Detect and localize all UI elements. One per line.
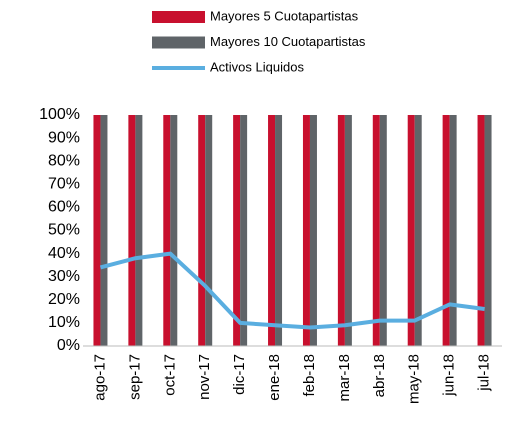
y-tick-label: 100% bbox=[39, 106, 80, 123]
bar bbox=[275, 115, 283, 346]
bar bbox=[268, 115, 276, 346]
x-tick-label: dic-17 bbox=[231, 354, 248, 395]
x-tick-label: jun-18 bbox=[441, 354, 458, 397]
bar bbox=[198, 115, 206, 346]
line bbox=[99, 251, 485, 330]
y-tick-label: 10% bbox=[48, 314, 80, 331]
x-tick-label: sep-17 bbox=[126, 354, 143, 400]
bar bbox=[205, 115, 213, 346]
x-tick-label: mar-18 bbox=[336, 354, 353, 402]
x-tick-label: ago-17 bbox=[91, 354, 108, 401]
bar bbox=[414, 115, 422, 346]
bar bbox=[233, 115, 241, 346]
bar bbox=[100, 115, 108, 346]
y-tick-label: 70% bbox=[48, 176, 80, 193]
bar bbox=[302, 115, 310, 346]
bar bbox=[344, 115, 352, 346]
bar bbox=[93, 115, 101, 346]
x-tick-label: oct-17 bbox=[161, 354, 178, 396]
bar bbox=[449, 115, 457, 346]
y-tick-label: 80% bbox=[48, 152, 80, 169]
bar bbox=[372, 115, 380, 346]
bar bbox=[135, 115, 143, 346]
x-tick-label: nov-17 bbox=[196, 354, 213, 400]
bar bbox=[309, 115, 317, 346]
bar bbox=[484, 115, 492, 346]
y-tick-label: 90% bbox=[48, 129, 80, 146]
legend-label: Mayores 10 Cuotapartistas bbox=[210, 34, 366, 49]
y-tick-label: 0% bbox=[57, 337, 80, 354]
bar bbox=[379, 115, 387, 346]
bar bbox=[477, 115, 485, 346]
legend-swatch bbox=[152, 11, 205, 23]
y-tick-label: 20% bbox=[48, 291, 80, 308]
y-tick-label: 40% bbox=[48, 245, 80, 262]
x-tick-label: may-18 bbox=[406, 354, 423, 404]
y-tick-label: 30% bbox=[48, 268, 80, 285]
legend-label: Activos Liquidos bbox=[210, 59, 304, 74]
legend-swatch bbox=[152, 36, 205, 49]
bar bbox=[240, 115, 248, 346]
x-tick-label: abr-18 bbox=[371, 354, 388, 397]
x-tick-label: jul-18 bbox=[476, 354, 493, 392]
bar bbox=[337, 115, 345, 346]
bar bbox=[407, 115, 415, 346]
y-tick-label: 60% bbox=[48, 199, 80, 216]
bar bbox=[163, 115, 171, 346]
x-tick-label: feb-18 bbox=[301, 354, 318, 397]
legend-label: Mayores 5 Cuotapartistas bbox=[210, 8, 359, 23]
bar bbox=[170, 115, 178, 346]
bar bbox=[128, 115, 136, 346]
bar bbox=[442, 115, 450, 346]
y-tick-label: 50% bbox=[48, 222, 80, 239]
x-tick-label: ene-18 bbox=[266, 354, 283, 401]
